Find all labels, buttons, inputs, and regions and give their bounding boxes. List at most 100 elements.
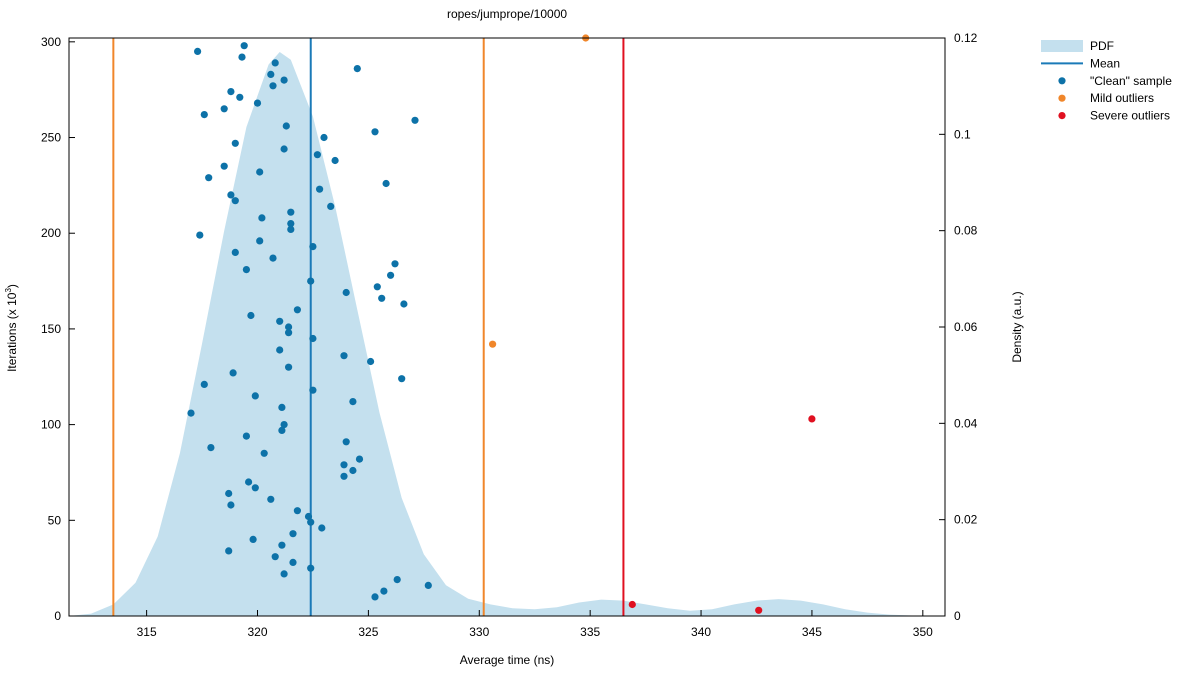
clean-sample-point bbox=[269, 254, 277, 262]
clean-sample-point bbox=[229, 369, 237, 377]
clean-sample-point bbox=[278, 426, 286, 434]
clean-sample-point bbox=[331, 156, 339, 165]
plot-area bbox=[69, 34, 934, 616]
clean-sample-point bbox=[253, 99, 262, 107]
clean-sample-point bbox=[267, 495, 275, 503]
clean-sample-point bbox=[289, 530, 297, 538]
clean-sample-point bbox=[220, 162, 228, 170]
y2-tick-label: 0.02 bbox=[954, 513, 978, 527]
clean-sample-point bbox=[225, 489, 233, 498]
clean-sample-point bbox=[424, 581, 432, 590]
x-tick-label: 340 bbox=[691, 625, 711, 639]
clean-sample-point bbox=[231, 139, 239, 147]
clean-sample-point bbox=[280, 145, 288, 153]
clean-sample-point bbox=[285, 363, 293, 371]
clean-sample-point bbox=[285, 323, 293, 331]
clean-sample-point bbox=[242, 432, 250, 440]
clean-sample-point bbox=[227, 191, 235, 199]
severe-outlier-point bbox=[808, 415, 816, 423]
clean-sample-point bbox=[304, 512, 313, 521]
clean-sample-point bbox=[398, 375, 406, 383]
clean-sample-point bbox=[349, 466, 357, 475]
clean-sample-point bbox=[247, 311, 255, 320]
clean-sample-point bbox=[400, 300, 408, 308]
clean-sample-point bbox=[285, 329, 293, 337]
clean-sample-point bbox=[287, 208, 295, 216]
clean-sample-point bbox=[367, 357, 375, 366]
clean-sample-point bbox=[309, 386, 317, 394]
severe-outlier-point bbox=[755, 606, 763, 614]
legend-label: "Clean" sample bbox=[1090, 74, 1172, 88]
clean-sample-point bbox=[251, 392, 259, 400]
clean-sample-point bbox=[371, 593, 379, 601]
legend-point-swatch bbox=[1058, 94, 1066, 102]
clean-sample-point bbox=[411, 116, 419, 124]
clean-sample-point bbox=[340, 352, 348, 360]
clean-sample-point bbox=[240, 42, 248, 50]
y2-axis-label: Density (a.u.) bbox=[1010, 291, 1024, 362]
clean-sample-point bbox=[278, 403, 286, 411]
y-tick-label: 300 bbox=[41, 35, 61, 49]
clean-sample-point bbox=[342, 288, 350, 297]
clean-sample-point bbox=[271, 59, 279, 67]
clean-sample-point bbox=[271, 553, 279, 561]
clean-sample-point bbox=[371, 128, 379, 136]
axes: 315 320 325 330 335 340 345 350 0 50 100 150 200 250 3… bbox=[41, 31, 978, 639]
y-tick-label: 100 bbox=[41, 418, 61, 432]
clean-sample-point bbox=[307, 277, 315, 285]
clean-sample-point bbox=[278, 541, 286, 549]
clean-sample-point bbox=[205, 174, 213, 182]
clean-sample-point bbox=[307, 518, 315, 526]
clean-sample-point bbox=[260, 449, 268, 457]
y2-tick-label: 0.04 bbox=[954, 416, 978, 430]
clean-sample-point bbox=[380, 587, 388, 595]
clean-sample-point bbox=[249, 535, 257, 544]
x-tick-label: 330 bbox=[469, 625, 489, 639]
clean-sample-point bbox=[318, 524, 326, 532]
clean-sample-point bbox=[242, 266, 250, 274]
clean-sample-point bbox=[393, 576, 401, 584]
legend-pdf-swatch bbox=[1041, 40, 1083, 52]
clean-sample-point bbox=[378, 294, 386, 302]
y-tick-label: 200 bbox=[41, 226, 61, 240]
clean-sample-point bbox=[196, 231, 204, 239]
clean-sample-point bbox=[316, 185, 324, 193]
legend-point-swatch bbox=[1058, 112, 1066, 120]
clean-sample-point bbox=[287, 225, 295, 233]
clean-sample-point bbox=[309, 334, 317, 343]
clean-sample-point bbox=[227, 501, 235, 509]
mild-outlier-point bbox=[489, 340, 497, 348]
clean-sample-point bbox=[238, 53, 246, 61]
y-axis-label-exponent: 3 bbox=[4, 288, 13, 293]
clean-sample-point bbox=[349, 398, 357, 406]
legend-point-swatch bbox=[1058, 77, 1066, 85]
clean-sample-point bbox=[231, 248, 239, 256]
legend-label: PDF bbox=[1090, 39, 1114, 53]
clean-sample-point bbox=[342, 438, 350, 446]
clean-sample-point bbox=[353, 65, 361, 73]
y-axis-label-close: ) bbox=[5, 284, 19, 288]
clean-sample-point bbox=[231, 197, 239, 205]
y2-tick-label: 0.12 bbox=[954, 31, 978, 45]
clean-sample-point bbox=[293, 306, 301, 314]
clean-sample-point bbox=[382, 179, 390, 188]
clean-sample-point bbox=[287, 220, 295, 228]
clean-sample-point bbox=[225, 547, 233, 555]
legend-label: Severe outliers bbox=[1090, 109, 1170, 123]
pdf-area bbox=[69, 52, 934, 616]
clean-sample-point bbox=[327, 202, 335, 210]
legend: PDF Mean "Clean" sample Mild outliers Severe… bbox=[1041, 39, 1172, 123]
y-tick-label: 150 bbox=[41, 322, 61, 336]
clean-sample-point bbox=[307, 564, 315, 572]
y2-tick-label: 0.08 bbox=[954, 224, 978, 238]
clean-sample-point bbox=[355, 455, 364, 463]
x-tick-label: 350 bbox=[913, 625, 933, 639]
clean-sample-point bbox=[320, 133, 328, 142]
clean-sample-point bbox=[280, 570, 288, 578]
y-tick-label: 0 bbox=[54, 609, 61, 623]
clean-sample-point bbox=[256, 237, 264, 245]
x-tick-label: 315 bbox=[137, 625, 157, 639]
clean-sample-point bbox=[340, 461, 348, 469]
clean-sample-point bbox=[207, 444, 215, 452]
clean-sample-point bbox=[276, 346, 284, 354]
